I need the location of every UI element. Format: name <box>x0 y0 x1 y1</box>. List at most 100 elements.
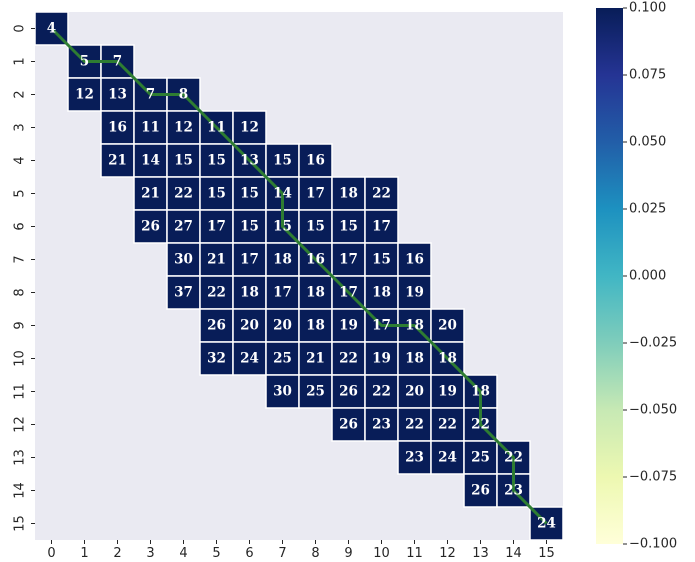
heatmap-cell <box>364 275 399 310</box>
cell-value-label: 24 <box>537 516 556 532</box>
cell-value-label: 17 <box>372 318 391 334</box>
heatmap-cell <box>67 77 102 112</box>
heatmap-cell <box>232 341 267 376</box>
y-tick-label: 5 <box>13 189 28 197</box>
x-tick-label: 2 <box>113 546 121 561</box>
cell-value-label: 17 <box>240 252 259 268</box>
heatmap-cell <box>430 407 465 442</box>
cell-value-label: 15 <box>306 219 325 235</box>
x-tick-label: 5 <box>212 546 220 561</box>
cell-value-label: 26 <box>471 483 490 499</box>
heatmap-cell <box>364 407 399 442</box>
cell-value-label: 20 <box>240 318 259 334</box>
x-tick-label: 1 <box>80 546 88 561</box>
cell-value-label: 25 <box>306 384 325 400</box>
cell-value-label: 17 <box>207 219 226 235</box>
cell-value-label: 20 <box>438 318 457 334</box>
cell-value-label: 26 <box>207 318 226 334</box>
cell-value-label: 17 <box>306 186 325 202</box>
cell-value-label: 26 <box>339 417 358 433</box>
cell-value-label: 21 <box>141 186 160 202</box>
heatmap-cell <box>166 110 201 145</box>
cell-value-label: 25 <box>273 351 292 367</box>
cell-value-label: 22 <box>438 417 457 433</box>
cell-value-label: 5 <box>80 54 89 70</box>
cell-value-label: 8 <box>179 87 188 103</box>
cell-value-label: 11 <box>141 120 160 136</box>
cell-value-label: 24 <box>240 351 259 367</box>
cell-value-label: 18 <box>438 351 457 367</box>
cell-value-label: 22 <box>339 351 358 367</box>
colorbar-ticks: 0.100 0.075 0.050 0.025 0.000 −0.025 −0.050 −0.… <box>623 1 677 552</box>
cell-value-label: 32 <box>207 351 226 367</box>
colorbar-tick-label: 0.025 <box>629 202 666 217</box>
heatmap-cell <box>430 374 465 409</box>
cell-value-label: 16 <box>108 120 127 136</box>
cell-value-label: 21 <box>306 351 325 367</box>
heatmap-cell <box>232 110 267 145</box>
cell-value-label: 18 <box>306 285 325 301</box>
y-tick-label: 1 <box>13 57 28 65</box>
colorbar-tick-label: −0.075 <box>629 470 677 485</box>
heatmap-cell <box>199 341 234 376</box>
cell-value-label: 18 <box>405 351 424 367</box>
cell-value-label: 18 <box>372 285 391 301</box>
cell-value-label: 14 <box>273 186 292 202</box>
cell-value-label: 15 <box>273 153 292 169</box>
heatmap-cell <box>100 143 135 178</box>
cell-value-label: 17 <box>339 252 358 268</box>
y-tick-label: 11 <box>13 383 28 400</box>
x-axis-ticks: 0 1 2 3 4 5 6 7 8 9 10 11 12 13 14 15 <box>47 540 555 561</box>
heatmap-cell <box>265 143 300 178</box>
cell-value-label: 17 <box>339 285 358 301</box>
colorbar-tick-label: −0.100 <box>629 537 677 552</box>
cell-value-label: 26 <box>141 219 160 235</box>
cell-value-label: 30 <box>174 252 193 268</box>
cell-value-label: 19 <box>438 384 457 400</box>
x-tick-label: 15 <box>538 546 555 561</box>
x-tick-label: 6 <box>245 546 253 561</box>
cell-value-label: 22 <box>174 186 193 202</box>
heatmap-cell <box>166 176 201 211</box>
y-tick-label: 12 <box>13 416 28 433</box>
heatmap-cell <box>298 308 333 343</box>
heatmap-cell <box>265 242 300 277</box>
cell-value-label: 20 <box>273 318 292 334</box>
cell-value-label: 7 <box>113 54 122 70</box>
heatmap-cell <box>166 143 201 178</box>
x-tick-label: 8 <box>311 546 319 561</box>
heatmap-cell <box>430 308 465 343</box>
cell-value-label: 26 <box>339 384 358 400</box>
cell-value-label: 17 <box>273 285 292 301</box>
cell-value-label: 18 <box>240 285 259 301</box>
cell-value-label: 27 <box>174 219 193 235</box>
cell-value-label: 22 <box>405 417 424 433</box>
y-tick-label: 4 <box>13 156 28 164</box>
cell-value-label: 21 <box>108 153 127 169</box>
colorbar-tick-label: −0.025 <box>629 336 677 351</box>
cell-value-label: 12 <box>75 87 94 103</box>
cell-value-label: 37 <box>174 285 193 301</box>
y-tick-label: 15 <box>13 515 28 532</box>
cell-value-label: 7 <box>146 87 155 103</box>
cell-value-label: 18 <box>273 252 292 268</box>
x-tick-label: 10 <box>373 546 390 561</box>
x-tick-label: 9 <box>344 546 352 561</box>
heatmap-cell <box>331 341 366 376</box>
cell-value-label: 14 <box>141 153 160 169</box>
heatmap-cell <box>397 440 432 475</box>
cell-value-label: 4 <box>47 21 56 37</box>
heatmap-cell <box>364 176 399 211</box>
cell-value-label: 23 <box>372 417 391 433</box>
x-tick-label: 11 <box>406 546 423 561</box>
cell-value-label: 22 <box>372 384 391 400</box>
cell-value-label: 17 <box>372 219 391 235</box>
cell-value-label: 16 <box>306 153 325 169</box>
x-tick-label: 0 <box>47 546 55 561</box>
heatmap-cell <box>331 308 366 343</box>
cell-value-label: 18 <box>471 384 490 400</box>
cell-value-label: 13 <box>108 87 127 103</box>
cell-value-label: 15 <box>207 153 226 169</box>
x-tick-label: 4 <box>179 546 187 561</box>
heatmap-cell <box>133 143 168 178</box>
